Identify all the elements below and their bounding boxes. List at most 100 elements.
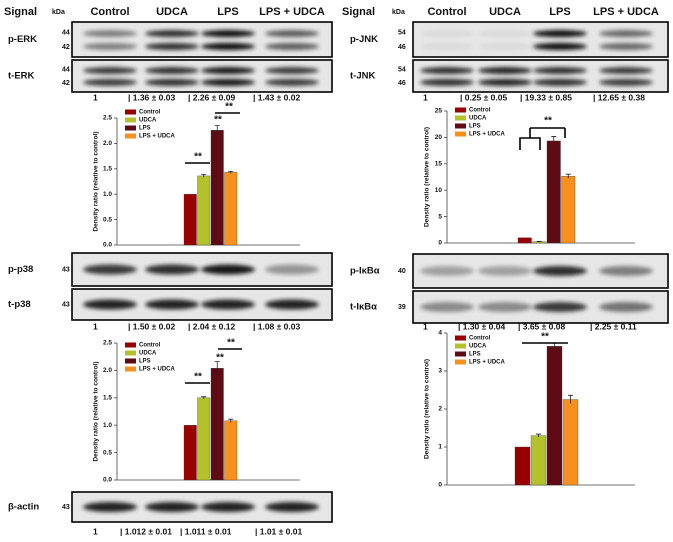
kda-label: 44 — [62, 66, 70, 73]
signal-header: Signal — [342, 6, 375, 18]
blot-band — [201, 502, 255, 512]
blot-band — [533, 43, 587, 50]
legend-swatch — [125, 350, 136, 356]
quantification: 1 — [423, 92, 428, 102]
quantification: 1 — [93, 92, 98, 102]
y-tick-label: 4 — [438, 330, 442, 337]
column-header: Control — [427, 6, 466, 18]
error-bar — [201, 173, 207, 178]
quantification: | 0.25 ± 0.05 — [460, 92, 507, 102]
quantification: | 1.08 ± 0.03 — [253, 321, 300, 331]
blot-band — [83, 78, 137, 86]
bar — [210, 368, 224, 481]
y-tick-label: 2.5 — [103, 340, 112, 347]
error-bar — [565, 173, 571, 179]
legend-label: LPS + UDCA — [469, 360, 506, 366]
kda-label: 54 — [398, 66, 406, 73]
y-tick-label: 0.0 — [103, 242, 112, 249]
y-tick-label: 10 — [435, 187, 443, 194]
quantification: | 12.65 ± 0.38 — [593, 92, 645, 102]
blot-band — [83, 264, 137, 275]
blot-band — [265, 502, 319, 512]
quantification: | 1.012 ± 0.01 — [120, 526, 172, 536]
bar — [517, 237, 532, 244]
quantification: 1 — [423, 321, 428, 331]
y-tick-label: 0.0 — [103, 477, 112, 484]
blot-band — [201, 299, 255, 310]
blot-label: p-IκBα — [350, 266, 380, 277]
significance-label: ** — [214, 115, 222, 126]
blot-band — [83, 43, 137, 50]
legend-label: LPS — [469, 352, 481, 358]
bar — [561, 176, 576, 244]
y-tick-label: 0 — [438, 482, 442, 489]
blot-band — [420, 302, 474, 312]
blot-band — [145, 264, 199, 275]
blot-band — [420, 30, 474, 38]
kda-label: 43 — [62, 301, 70, 308]
blot-band — [478, 78, 532, 86]
blot-band — [599, 78, 653, 86]
bar — [514, 446, 531, 486]
blot-label: t-ERK — [8, 71, 35, 82]
y-tick-label: 0.5 — [103, 449, 112, 456]
column-header: LPS + UDCA — [259, 6, 325, 18]
legend-swatch — [125, 133, 136, 139]
kda-label: 44 — [62, 29, 70, 36]
column-header: LPS — [217, 6, 238, 18]
legend-label: Control — [469, 108, 491, 114]
y-tick-label: 2.0 — [103, 140, 112, 147]
blot-band — [145, 78, 199, 86]
quantification: | 19.33 ± 0.85 — [520, 92, 572, 102]
legend-label: UDCA — [469, 344, 487, 350]
y-tick-label: 1.5 — [103, 395, 112, 402]
legend-swatch — [125, 342, 136, 348]
y-tick-label: 1.5 — [103, 166, 112, 173]
blot-band — [145, 299, 199, 310]
bar — [183, 425, 197, 481]
legend-swatch — [125, 109, 136, 115]
bar — [562, 399, 579, 486]
bar — [224, 172, 238, 246]
kda-header: kDa — [52, 9, 65, 16]
blot-band — [83, 30, 137, 38]
quantification: | 3.65 ± 0.08 — [518, 321, 565, 331]
y-tick-label: 0 — [438, 240, 442, 247]
blot-band — [201, 78, 255, 86]
blot-band — [533, 67, 587, 75]
blot-band — [478, 67, 532, 75]
bar — [530, 435, 547, 486]
legend-swatch — [125, 358, 136, 364]
legend-label: UDCA — [139, 351, 157, 357]
bar — [546, 346, 563, 486]
error-bar — [536, 241, 542, 242]
kda-label: 43 — [62, 504, 70, 511]
y-axis-label: Density ratio (relative to control) — [93, 361, 100, 461]
legend-swatch — [455, 359, 466, 365]
blot-band — [420, 43, 474, 50]
legend-label: UDCA — [469, 116, 487, 122]
quantification: | 1.011 ± 0.01 — [180, 526, 232, 536]
blot-label: p-JNK — [350, 34, 378, 45]
column-header: LPS + UDCA — [593, 6, 659, 18]
y-axis-label: Density ratio (relative to control) — [93, 131, 100, 231]
kda-label: 42 — [62, 80, 70, 87]
bar — [224, 420, 238, 481]
quantification: 1 — [93, 526, 98, 536]
blot-label: p-p38 — [8, 264, 33, 275]
significance-label: ** — [194, 152, 202, 163]
y-tick-label: 1.0 — [103, 191, 112, 198]
quantification: | 2.25 ± 0.11 — [590, 321, 637, 331]
blot-band — [145, 67, 199, 75]
blot-background — [412, 59, 669, 93]
blot-band — [145, 30, 199, 38]
legend-swatch — [455, 335, 466, 341]
significance-label: ** — [544, 116, 552, 127]
error-bar — [228, 170, 234, 174]
kda-label: 40 — [398, 268, 406, 275]
legend-label: Control — [469, 336, 491, 342]
bar — [183, 194, 197, 246]
legend-label: LPS — [139, 126, 151, 132]
legend-swatch — [125, 125, 136, 131]
blot-band — [201, 264, 255, 275]
